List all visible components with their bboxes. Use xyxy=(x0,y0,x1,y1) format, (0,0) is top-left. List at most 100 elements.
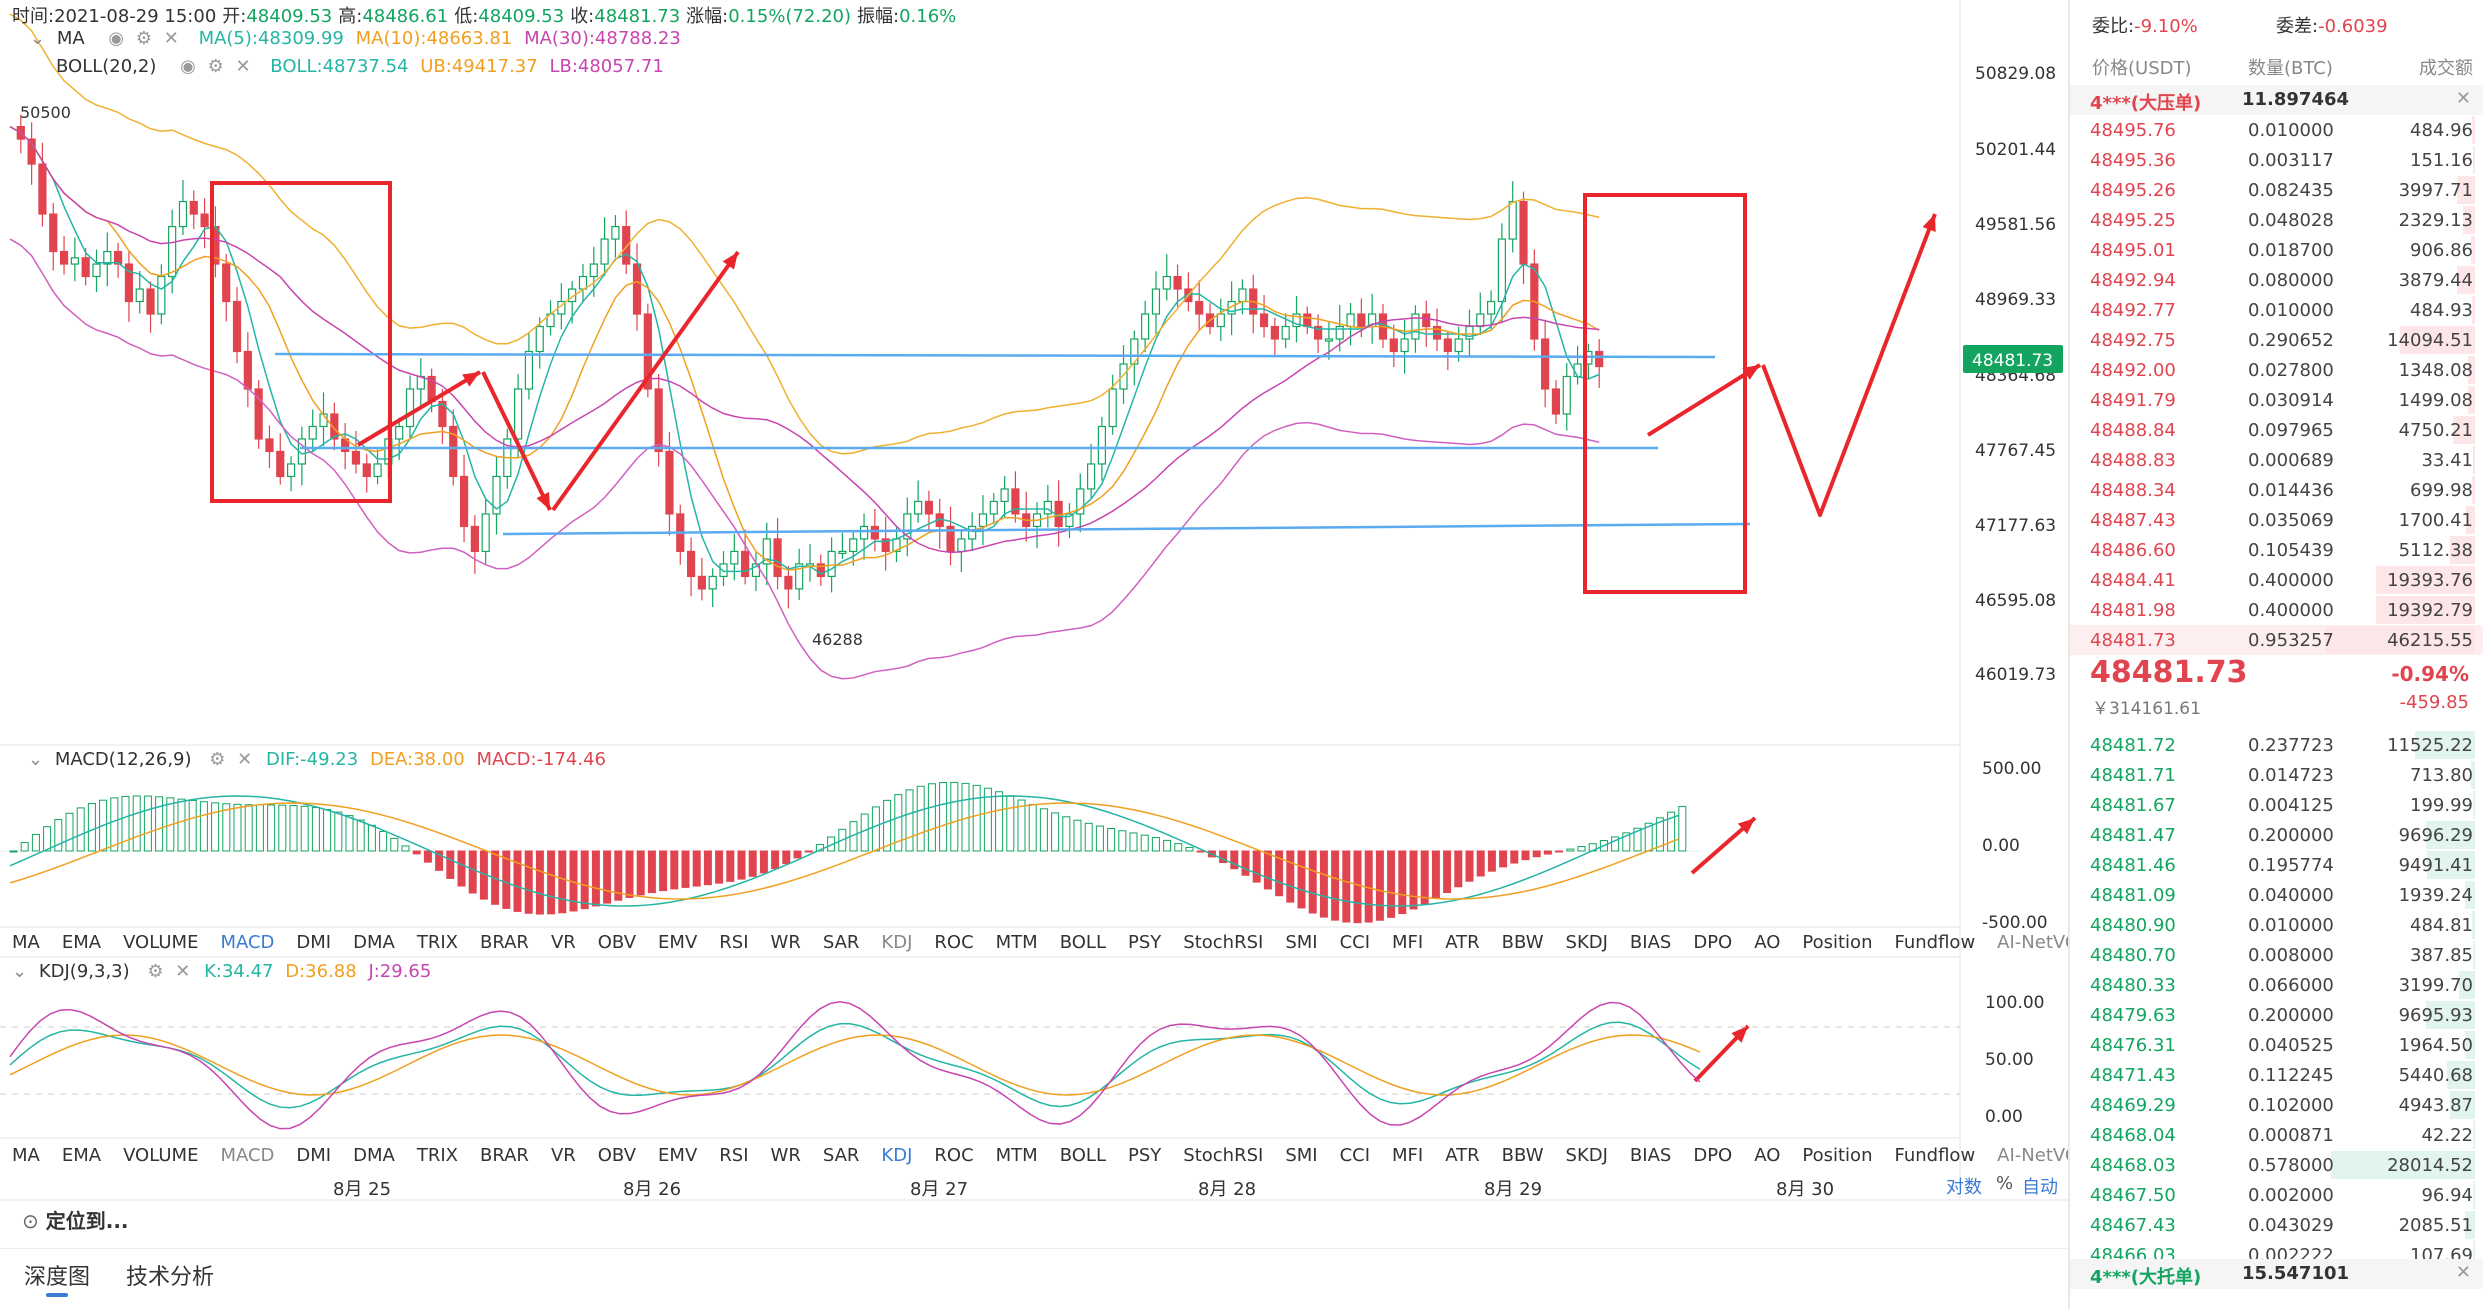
kdj-pane-tab-stochrsi[interactable]: StochRSI xyxy=(1183,1145,1264,1166)
kdj-pane-tab-obv[interactable]: OBV xyxy=(597,1145,637,1166)
kdj-pane-tab-kdj[interactable]: KDJ xyxy=(881,1145,913,1166)
kdj-pane-tab-macd[interactable]: MACD xyxy=(220,1145,275,1166)
macd-close-icon[interactable]: ✕ xyxy=(237,749,253,770)
ask-row[interactable]: 48495.25 0.048028 2329.13 xyxy=(2070,205,2483,235)
macd-pane-tab-mfi[interactable]: MFI xyxy=(1392,932,1424,953)
ask-row[interactable]: 48488.84 0.097965 4750.21 xyxy=(2070,415,2483,445)
kdj-pane-tab-boll[interactable]: BOLL xyxy=(1059,1145,1106,1166)
kdj-pane-tab-cci[interactable]: CCI xyxy=(1339,1145,1371,1166)
top-wall-row[interactable]: 4***(大压单) 11.897464 ✕ xyxy=(2070,85,2483,115)
scale-percent-button[interactable]: % xyxy=(1996,1173,2014,1194)
ma-settings-icon[interactable]: ⚙ xyxy=(135,28,152,49)
kdj-pane-tab-skdj[interactable]: SKDJ xyxy=(1565,1145,1608,1166)
kdj-pane-tab-rsi[interactable]: RSI xyxy=(719,1145,749,1166)
kdj-pane-tab-dma[interactable]: DMA xyxy=(353,1145,395,1166)
bid-row[interactable]: 48480.33 0.066000 3199.70 xyxy=(2070,970,2483,1000)
kdj-pane-tab-dmi[interactable]: DMI xyxy=(296,1145,332,1166)
boll-close-icon[interactable]: ✕ xyxy=(235,56,251,77)
ma-close-icon[interactable]: ✕ xyxy=(163,28,179,49)
ma-collapse-icon[interactable]: ⌄ xyxy=(30,28,46,49)
kdj-pane-tab-emv[interactable]: EMV xyxy=(658,1145,698,1166)
kdj-pane-tab-ema[interactable]: EMA xyxy=(61,1145,102,1166)
kdj-pane-tab-psy[interactable]: PSY xyxy=(1127,1145,1162,1166)
macd-pane-tab-bbw[interactable]: BBW xyxy=(1501,932,1544,953)
kdj-pane-tab-bias[interactable]: BIAS xyxy=(1629,1145,1672,1166)
locate-button[interactable]: ⊙ 定位到... xyxy=(22,1205,129,1234)
bid-row[interactable]: 48481.71 0.014723 713.80 xyxy=(2070,760,2483,790)
bid-row[interactable]: 48467.43 0.043029 2085.51 xyxy=(2070,1210,2483,1240)
kdj-pane-tab-roc[interactable]: ROC xyxy=(934,1145,974,1166)
macd-pane-tab-ema[interactable]: EMA xyxy=(61,932,102,953)
bid-row[interactable]: 48480.90 0.010000 484.81 xyxy=(2070,910,2483,940)
kdj-pane-tab-wr[interactable]: WR xyxy=(770,1145,801,1166)
ask-row[interactable]: 48495.76 0.010000 484.96 xyxy=(2070,115,2483,145)
macd-pane-tab-smi[interactable]: SMI xyxy=(1285,932,1318,953)
kdj-pane-tab-dpo[interactable]: DPO xyxy=(1693,1145,1733,1166)
macd-pane-tab-brar[interactable]: BRAR xyxy=(479,932,529,953)
macd-pane-tab-dma[interactable]: DMA xyxy=(353,932,395,953)
ma-eye-icon[interactable]: ◉ xyxy=(108,28,125,49)
ask-row[interactable]: 48495.36 0.003117 151.16 xyxy=(2070,145,2483,175)
ask-row[interactable]: 48487.43 0.035069 1700.41 xyxy=(2070,505,2483,535)
macd-pane-tab-boll[interactable]: BOLL xyxy=(1059,932,1106,953)
macd-pane-tab-vr[interactable]: VR xyxy=(550,932,576,953)
ask-row[interactable]: 48492.94 0.080000 3879.44 xyxy=(2070,265,2483,295)
bid-row[interactable]: 48476.31 0.040525 1964.50 xyxy=(2070,1030,2483,1060)
bid-row[interactable]: 48481.67 0.004125 199.99 xyxy=(2070,790,2483,820)
bid-row[interactable]: 48471.43 0.112245 5440.68 xyxy=(2070,1060,2483,1090)
kdj-pane-tab-smi[interactable]: SMI xyxy=(1285,1145,1318,1166)
macd-pane-tab-dpo[interactable]: DPO xyxy=(1693,932,1733,953)
kdj-pane-tab-ao[interactable]: AO xyxy=(1754,1145,1781,1166)
kdj-pane-tab-mtm[interactable]: MTM xyxy=(995,1145,1038,1166)
macd-settings-icon[interactable]: ⚙ xyxy=(209,749,226,770)
scale-log-button[interactable]: 对数 xyxy=(1946,1177,1982,1198)
boll-settings-icon[interactable]: ⚙ xyxy=(207,56,224,77)
kdj-pane-tab-vr[interactable]: VR xyxy=(550,1145,576,1166)
scale-auto-button[interactable]: 自动 xyxy=(2022,1177,2058,1198)
tab-depth-chart[interactable]: 深度图 xyxy=(24,1265,91,1290)
ask-row[interactable]: 48488.83 0.000689 33.41 xyxy=(2070,445,2483,475)
kdj-pane-tab-ma[interactable]: MA xyxy=(12,1145,40,1166)
ask-row[interactable]: 48486.60 0.105439 5112.38 xyxy=(2070,535,2483,565)
ask-row[interactable]: 48495.01 0.018700 906.86 xyxy=(2070,235,2483,265)
macd-pane-tab-kdj[interactable]: KDJ xyxy=(881,932,913,953)
macd-pane-tab-trix[interactable]: TRIX xyxy=(416,932,458,953)
kdj-pane-tab-bbw[interactable]: BBW xyxy=(1501,1145,1544,1166)
bid-row[interactable]: 48481.72 0.237723 11525.22 xyxy=(2070,730,2483,760)
bid-row[interactable]: 48467.50 0.002000 96.94 xyxy=(2070,1180,2483,1210)
macd-pane-tab-dmi[interactable]: DMI xyxy=(296,932,332,953)
macd-pane-tab-skdj[interactable]: SKDJ xyxy=(1565,932,1608,953)
macd-pane-tab-rsi[interactable]: RSI xyxy=(719,932,749,953)
macd-pane-tab-position[interactable]: Position xyxy=(1802,932,1873,953)
kdj-close-icon[interactable]: ✕ xyxy=(175,961,191,982)
kline-chart-area[interactable]: 50829.08 50201.44 49581.56 48969.33 48364.68… xyxy=(0,0,2233,1309)
kline-canvas[interactable]: 50829.0850201.4449581.5648969.3348364.68… xyxy=(0,0,2068,1309)
close-icon[interactable]: ✕ xyxy=(2455,1262,2471,1283)
kdj-pane-tab-volume[interactable]: VOLUME xyxy=(123,1145,199,1166)
macd-pane-tab-ai-netvol[interactable]: AI-NetVOL xyxy=(1997,932,2090,953)
bid-row[interactable]: 48468.03 0.578000 28014.52 xyxy=(2070,1150,2483,1180)
bid-row[interactable]: 48468.04 0.000871 42.22 xyxy=(2070,1120,2483,1150)
macd-pane-tab-bias[interactable]: BIAS xyxy=(1629,932,1672,953)
kdj-pane-tab-mfi[interactable]: MFI xyxy=(1392,1145,1424,1166)
ask-row[interactable]: 48481.98 0.400000 19392.79 xyxy=(2070,595,2483,625)
boll-eye-icon[interactable]: ◉ xyxy=(180,56,196,77)
macd-pane-tab-stochrsi[interactable]: StochRSI xyxy=(1183,932,1264,953)
macd-pane-tab-ao[interactable]: AO xyxy=(1754,932,1781,953)
bid-row[interactable]: 48479.63 0.200000 9695.93 xyxy=(2070,1000,2483,1030)
bid-row[interactable]: 48481.09 0.040000 1939.24 xyxy=(2070,880,2483,910)
macd-pane-tab-atr[interactable]: ATR xyxy=(1445,932,1480,953)
macd-collapse-icon[interactable]: ⌄ xyxy=(28,749,44,770)
macd-pane-tab-wr[interactable]: WR xyxy=(770,932,801,953)
kdj-pane-tab-atr[interactable]: ATR xyxy=(1445,1145,1480,1166)
ask-row[interactable]: 48492.00 0.027800 1348.08 xyxy=(2070,355,2483,385)
kdj-collapse-icon[interactable]: ⌄ xyxy=(12,961,28,982)
tab-technical-analysis[interactable]: 技术分析 xyxy=(126,1265,215,1290)
macd-pane-tab-fundflow[interactable]: Fundflow xyxy=(1894,932,1976,953)
kdj-pane-tab-fundflow[interactable]: Fundflow xyxy=(1894,1145,1976,1166)
kdj-pane-tab-position[interactable]: Position xyxy=(1802,1145,1873,1166)
ask-row[interactable]: 48491.79 0.030914 1499.08 xyxy=(2070,385,2483,415)
kdj-settings-icon[interactable]: ⚙ xyxy=(147,961,164,982)
macd-pane-tab-mtm[interactable]: MTM xyxy=(995,932,1038,953)
kdj-pane-tab-sar[interactable]: SAR xyxy=(822,1145,860,1166)
